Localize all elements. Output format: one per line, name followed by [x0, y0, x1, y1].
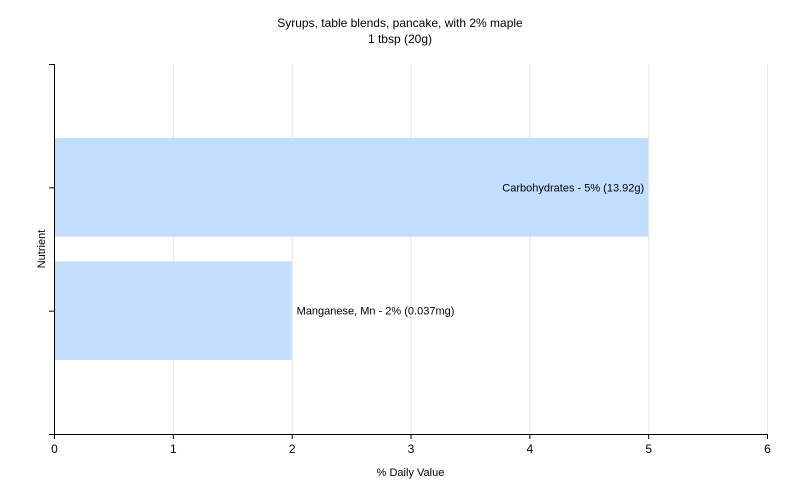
bar-label: Carbohydrates - 5% (13.92g) [502, 182, 644, 194]
x-tick-label: 2 [289, 442, 296, 456]
x-tick-label: 0 [51, 442, 58, 456]
y-axis-title: Nutrient [36, 230, 48, 269]
grid-lines [172, 64, 768, 434]
labels: Carbohydrates - 5% (13.92g) Manganese, Mn… [36, 182, 771, 479]
chart-subtitle: 1 tbsp (20g) [367, 32, 433, 46]
x-tick-label: 6 [764, 442, 771, 456]
x-tick-label: 4 [526, 442, 533, 456]
x-tick-label: 1 [170, 442, 177, 456]
bar-label: Manganese, Mn - 2% (0.037mg) [297, 306, 455, 318]
axes [49, 64, 768, 439]
bars [55, 138, 649, 360]
bar [55, 138, 649, 237]
bar [55, 261, 292, 360]
x-axis-title: % Daily Value [377, 467, 445, 479]
x-tick-label: 3 [408, 442, 415, 456]
chart-title: Syrups, table blends, pancake, with 2% m… [277, 16, 523, 30]
x-tick-label: 5 [645, 442, 652, 456]
